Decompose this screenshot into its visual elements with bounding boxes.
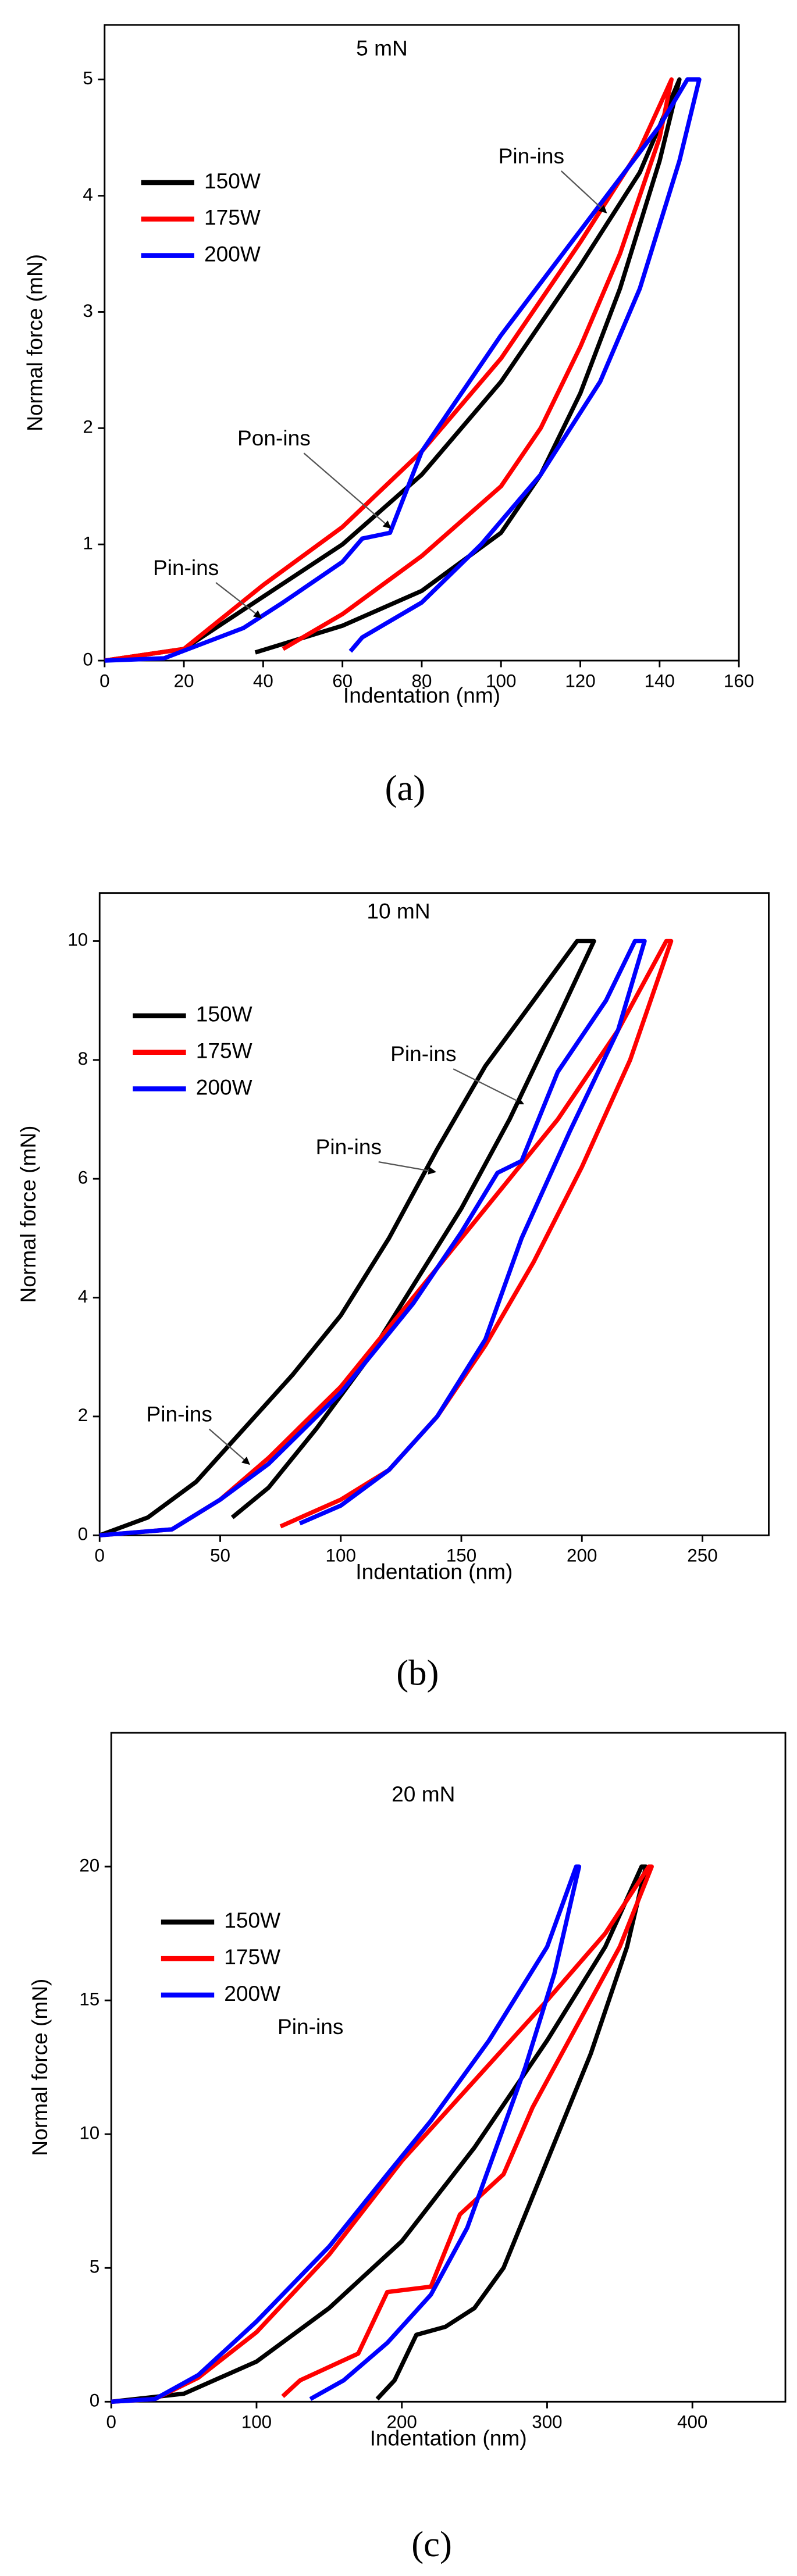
x-axis-label: Indentation (nm) [370, 2426, 527, 2450]
x-tick-label: 80 [412, 670, 432, 691]
legend-label: 200W [204, 241, 261, 266]
chart-title: 20 mN [392, 1782, 455, 1806]
x-tick-label: 100 [326, 1546, 356, 1566]
y-tick-label: 4 [83, 184, 92, 205]
annotation: Pin-ins [147, 1402, 212, 1426]
x-tick-label: 60 [332, 670, 353, 691]
y-tick-label: 2 [78, 1405, 88, 1425]
legend-label: 200W [196, 1075, 252, 1099]
plot-frame [98, 892, 770, 1536]
legend-label: 175W [196, 1038, 252, 1062]
annotation-arrow [303, 452, 392, 529]
x-tick-label: 40 [253, 670, 273, 691]
x-tick-label: 140 [645, 670, 675, 691]
annotation: Pin-ins [390, 1041, 456, 1066]
series-line [111, 1864, 648, 2404]
annotation-arrow [215, 581, 262, 619]
y-tick-label: 5 [83, 68, 92, 88]
x-tick-label: 250 [687, 1546, 717, 1566]
y-tick-label: 0 [90, 2391, 99, 2411]
plot-frame [110, 1732, 787, 2403]
series-line [104, 77, 674, 663]
annotation: Pin-ins [277, 2014, 343, 2039]
y-tick-label: 2 [83, 417, 92, 437]
x-tick-label: 300 [532, 2412, 562, 2432]
legend-label: 175W [204, 205, 261, 230]
series-line [99, 939, 647, 1538]
x-tick-label: 200 [567, 1546, 597, 1566]
x-axis-label: Indentation (nm) [343, 683, 500, 708]
annotation: Pin-ins [316, 1134, 382, 1159]
annotation-arrow [208, 1428, 250, 1465]
y-axis-label: Normal force (mN) [16, 1125, 40, 1303]
legend-label: 200W [224, 1981, 280, 2006]
legend-label: 150W [196, 1002, 252, 1026]
annotation-arrow [560, 170, 607, 213]
x-axis-label: Indentation (nm) [355, 1560, 513, 1584]
x-tick-label: 0 [106, 2412, 116, 2432]
annotation-arrow [453, 1068, 525, 1105]
caption: (b) [396, 1652, 439, 1693]
y-tick-label: 8 [78, 1048, 88, 1069]
x-tick-label: 20 [174, 670, 194, 691]
x-tick-label: 150 [446, 1546, 476, 1566]
x-tick-label: 160 [724, 670, 754, 691]
series-line [104, 77, 702, 663]
annotation-arrow [378, 1161, 437, 1175]
y-tick-label: 5 [90, 2257, 99, 2277]
annotation: Pin-ins [153, 555, 219, 580]
y-tick-label: 10 [67, 930, 88, 950]
x-tick-label: 100 [486, 670, 516, 691]
x-tick-label: 200 [387, 2412, 417, 2432]
chart-title: 5 mN [356, 35, 408, 60]
legend-label: 150W [224, 1908, 280, 1932]
legend-label: 150W [204, 169, 261, 193]
y-tick-label: 20 [79, 1855, 99, 1875]
legend-label: 175W [224, 1945, 280, 1969]
caption: (a) [385, 768, 426, 808]
x-tick-label: 120 [565, 670, 595, 691]
x-tick-label: 0 [95, 1546, 105, 1566]
y-tick-label: 0 [78, 1524, 88, 1544]
series-line [111, 1864, 582, 2404]
y-tick-label: 10 [79, 2122, 99, 2143]
y-axis-label: Normal force (mN) [27, 1979, 52, 2156]
y-tick-label: 6 [78, 1167, 88, 1187]
x-tick-label: 0 [99, 670, 109, 691]
y-axis-label: Normal force (mN) [23, 254, 47, 431]
x-tick-label: 400 [677, 2412, 707, 2432]
y-tick-label: 4 [78, 1286, 88, 1307]
x-tick-label: 50 [210, 1546, 230, 1566]
y-tick-label: 15 [79, 1989, 99, 2009]
annotation: Pon-ins [237, 426, 311, 450]
series-line [111, 1864, 654, 2404]
y-tick-label: 0 [83, 649, 92, 669]
y-tick-label: 1 [83, 533, 92, 553]
chart-title: 10 mN [367, 899, 430, 923]
x-tick-label: 100 [241, 2412, 272, 2432]
annotation: Pin-ins [499, 144, 564, 168]
y-tick-label: 3 [83, 301, 92, 321]
caption: (c) [411, 2524, 452, 2564]
